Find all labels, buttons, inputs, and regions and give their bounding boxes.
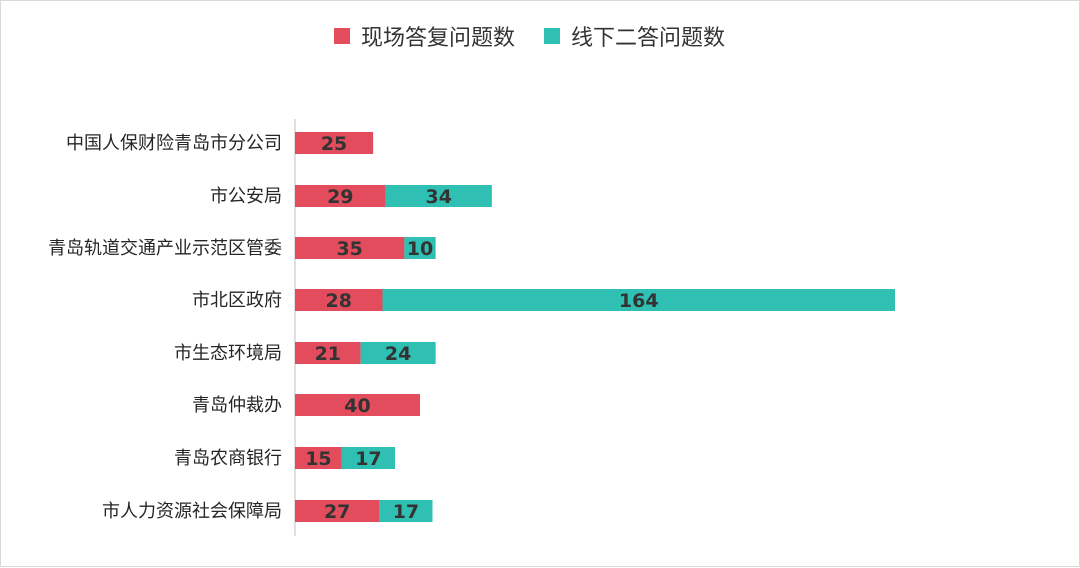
category-label: 市生态环境局 (174, 343, 282, 364)
bar-segment (341, 447, 395, 469)
data-label: 24 (385, 343, 411, 365)
data-label: 10 (407, 238, 433, 260)
bar-segment (404, 237, 436, 259)
bar-segment (295, 500, 380, 522)
legend-label-2: 线下二答问题数 (571, 26, 725, 51)
bar-segment (295, 447, 342, 469)
data-label: 21 (315, 343, 341, 365)
bar-segment (360, 342, 436, 364)
bar-segment (295, 132, 374, 154)
bar-segment (382, 289, 895, 311)
data-label: 17 (393, 501, 419, 523)
legend-label-1: 现场答复问题数 (361, 26, 515, 51)
legend-swatch-1 (334, 28, 350, 44)
data-label: 29 (327, 186, 353, 208)
bar-segment (295, 237, 405, 259)
data-label: 35 (336, 238, 362, 260)
data-label: 28 (326, 290, 352, 312)
data-label: 17 (355, 448, 381, 470)
bar-segment (295, 394, 420, 416)
data-label: 15 (305, 448, 331, 470)
data-label: 34 (426, 186, 452, 208)
bar-segment (295, 342, 361, 364)
category-label: 市人力资源社会保障局 (102, 501, 282, 522)
category-label: 青岛农商银行 (174, 448, 282, 469)
category-label: 市北区政府 (192, 290, 282, 311)
data-label: 25 (321, 133, 347, 155)
bar-segment (295, 185, 386, 207)
data-label: 40 (344, 395, 370, 417)
category-label: 市公安局 (210, 186, 282, 207)
data-label: 27 (324, 501, 350, 523)
category-label: 中国人保财险青岛市分公司 (66, 133, 282, 154)
legend: 现场答复问题数 线下二答问题数 (334, 26, 725, 51)
category-label: 青岛仲裁办 (192, 395, 282, 416)
bar-segment (379, 500, 433, 522)
category-label: 青岛轨道交通产业示范区管委 (48, 238, 282, 259)
data-label: 164 (619, 290, 659, 312)
bar-segment (385, 185, 492, 207)
bar-segment (295, 289, 383, 311)
legend-swatch-2 (544, 28, 560, 44)
